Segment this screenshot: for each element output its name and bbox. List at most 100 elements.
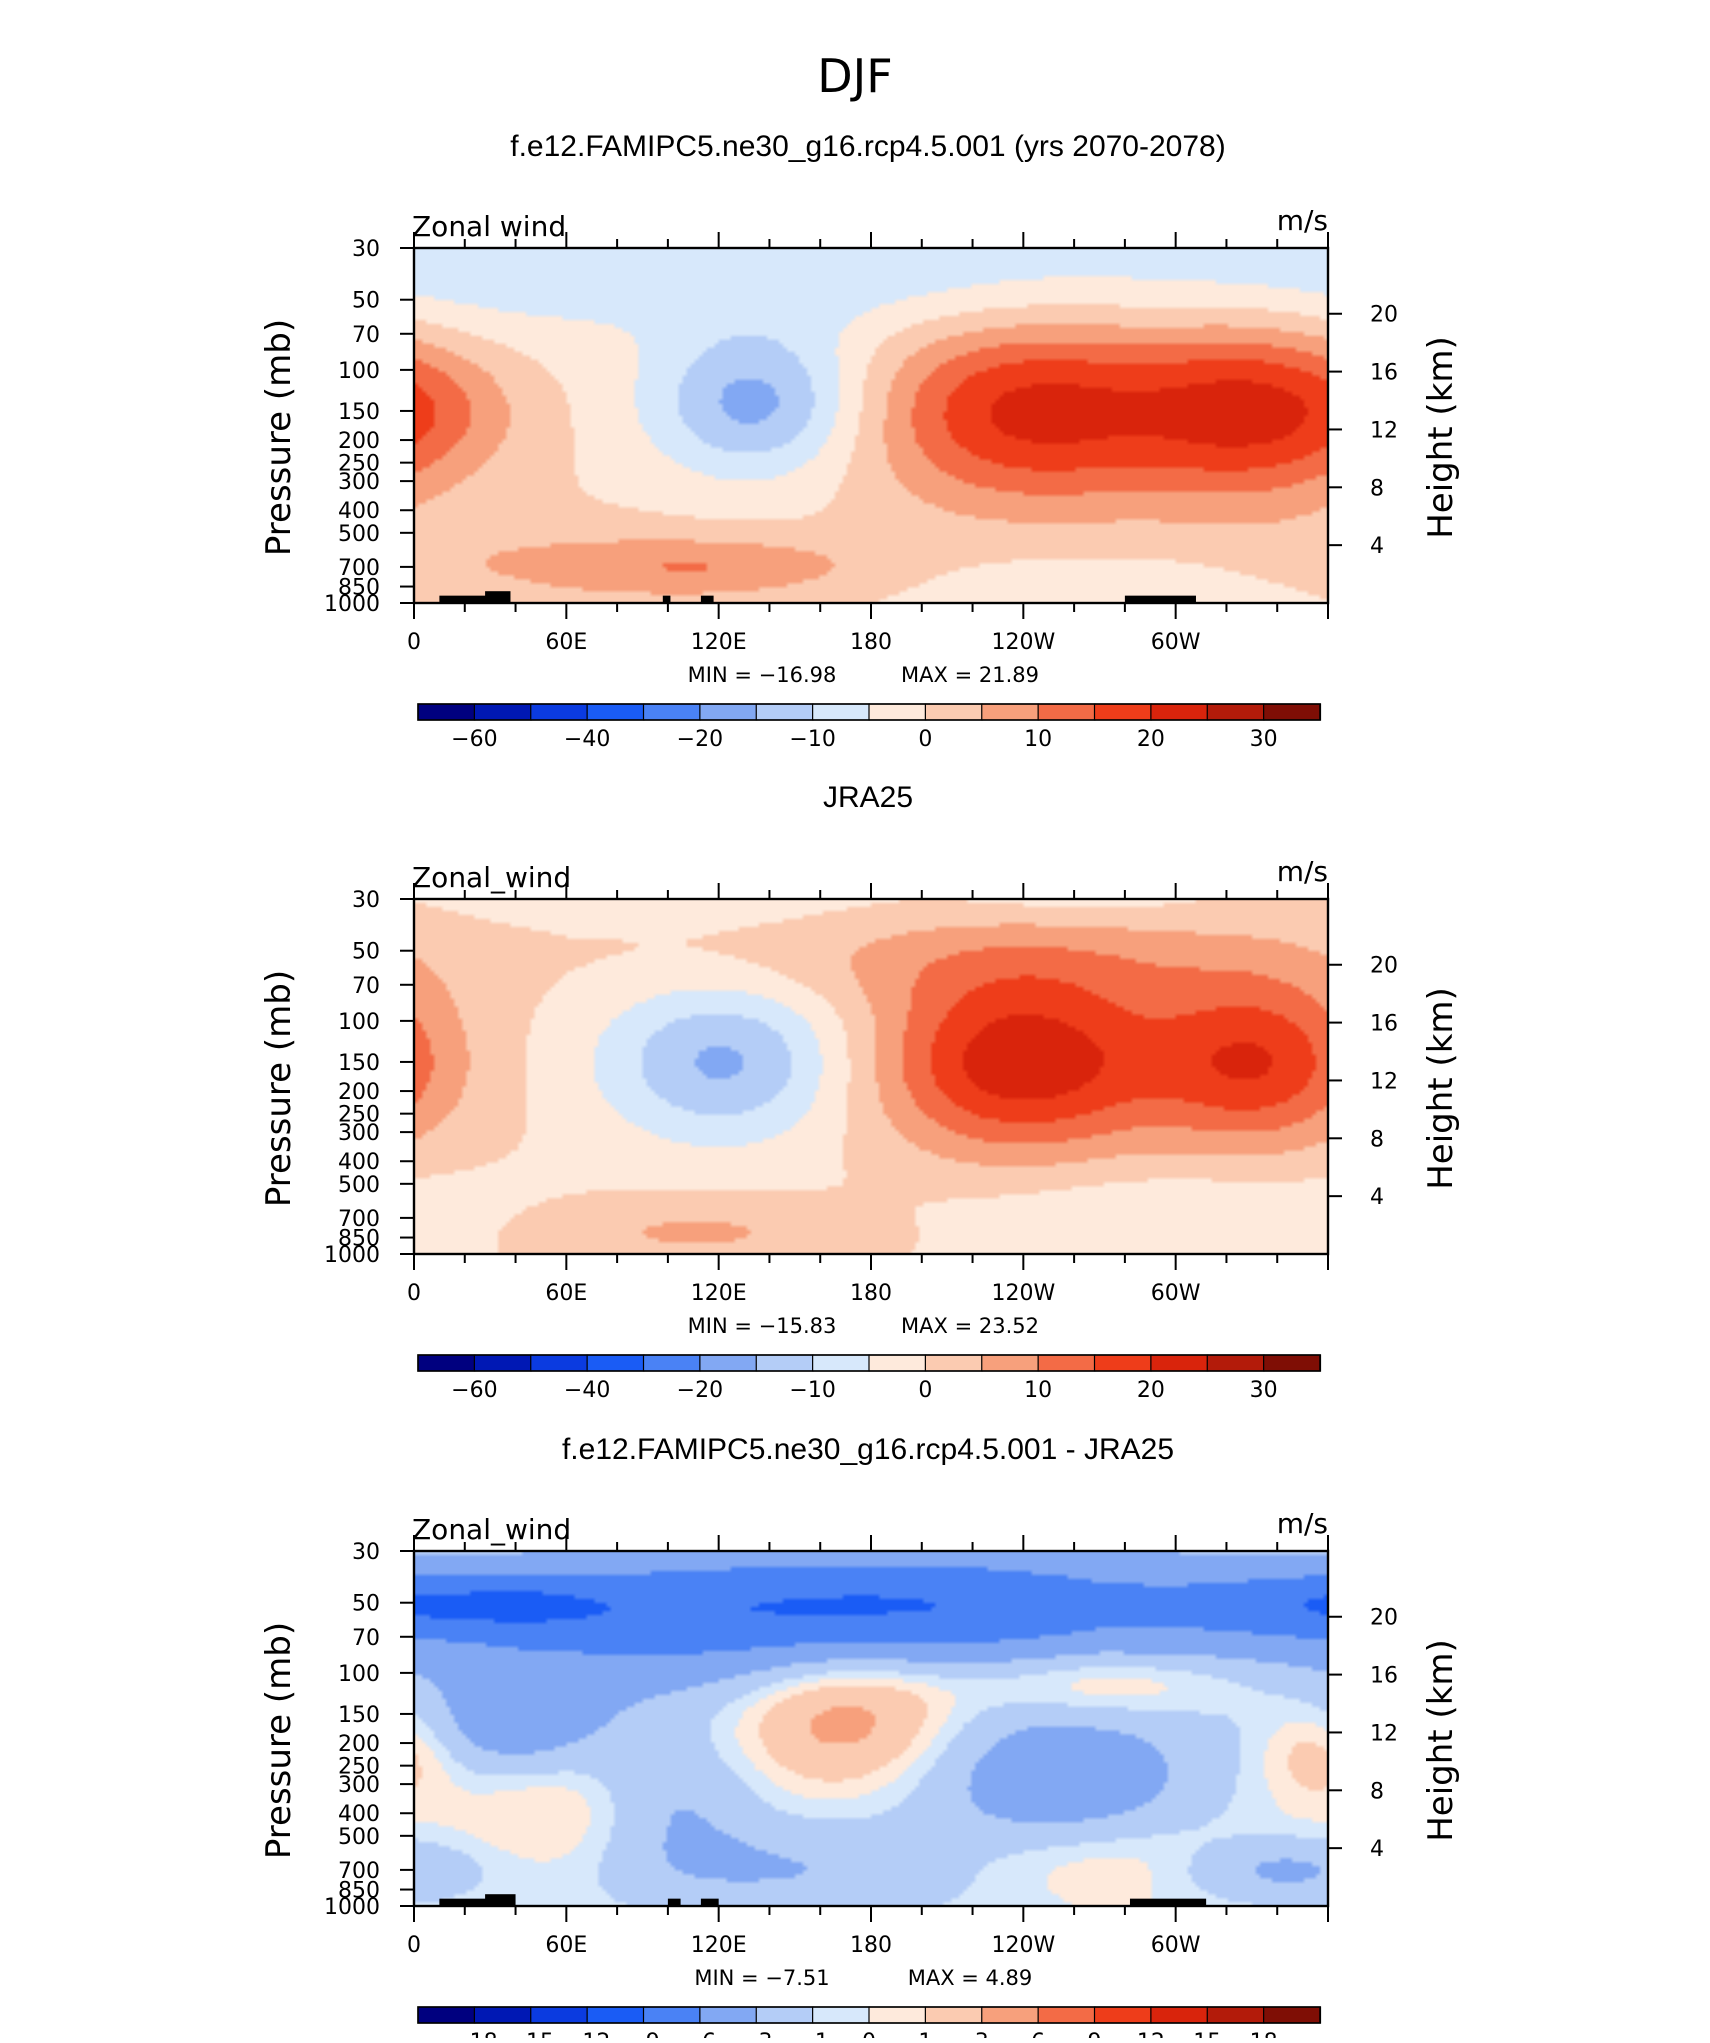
colorbar-swatch bbox=[642, 2006, 701, 2024]
colorbar-swatch bbox=[530, 703, 589, 721]
x-tick-label: 60W bbox=[1151, 630, 1201, 655]
colorbar-label: −6 bbox=[684, 2030, 716, 2038]
x-tick-label: 180 bbox=[850, 1281, 892, 1306]
y-tick-label: 50 bbox=[352, 940, 380, 965]
y2-axis-label: Height (km) bbox=[1421, 336, 1461, 539]
colorbar-label: 20 bbox=[1137, 727, 1165, 752]
y-tick-label: 200 bbox=[338, 1732, 380, 1757]
colorbar-label: −3 bbox=[740, 2030, 772, 2038]
colorbar-label: 9 bbox=[1088, 2030, 1102, 2038]
colorbar-swatch bbox=[417, 2006, 476, 2024]
y-tick-label: 300 bbox=[338, 470, 380, 495]
colorbar-swatch bbox=[642, 1354, 701, 1372]
y2-tick-label: 4 bbox=[1370, 1185, 1384, 1210]
colorbar-swatch bbox=[755, 2006, 814, 2024]
colorbar-label: −15 bbox=[508, 2030, 554, 2038]
variable-label: Zonal_wind bbox=[412, 1513, 571, 1546]
y-tick-label: 70 bbox=[352, 1626, 380, 1651]
y-tick-label: 500 bbox=[338, 522, 380, 547]
y-tick-label: 700 bbox=[338, 556, 380, 581]
panel-3: f.e12.FAMIPC5.ne30_g16.rcp4.5.001 - JRA2… bbox=[259, 1433, 1461, 2043]
colorbar-label: 30 bbox=[1250, 1378, 1278, 1403]
colorbar-swatch bbox=[812, 703, 871, 721]
panel-title: f.e12.FAMIPC5.ne30_g16.rcp4.5.001 - JRA2… bbox=[562, 1433, 1174, 1466]
colorbar-swatch bbox=[699, 703, 758, 721]
y2-tick-label: 12 bbox=[1370, 1069, 1398, 1094]
x-tick-label: 120W bbox=[991, 630, 1055, 655]
x-tick-label: 0 bbox=[407, 630, 421, 655]
y-tick-label: 100 bbox=[338, 1662, 380, 1687]
colorbar-swatch bbox=[530, 2006, 589, 2024]
min-label: MIN = −7.51 bbox=[694, 1966, 829, 1990]
y2-tick-label: 4 bbox=[1370, 534, 1384, 559]
colorbar-frame bbox=[417, 1354, 1321, 1372]
y-tick-label: 30 bbox=[352, 237, 380, 262]
y-tick-label: 250 bbox=[338, 1755, 380, 1780]
colorbar-label: 12 bbox=[1137, 2030, 1165, 2038]
max-label: MAX = 21.89 bbox=[901, 663, 1039, 687]
min-label: MIN = −16.98 bbox=[688, 663, 837, 687]
colorbar-swatch bbox=[699, 2006, 758, 2024]
colorbar-swatch bbox=[1206, 2006, 1265, 2024]
topography-block bbox=[700, 595, 714, 603]
colorbar-label: −40 bbox=[564, 1378, 610, 1403]
y-tick-label: 200 bbox=[338, 1080, 380, 1105]
x-tick-label: 60E bbox=[545, 630, 587, 655]
colorbar-label: 0 bbox=[918, 727, 932, 752]
x-tick-label: 0 bbox=[407, 1933, 421, 1958]
y2-tick-label: 20 bbox=[1370, 1606, 1398, 1631]
y-tick-label: 850 bbox=[338, 1227, 380, 1252]
y-tick-label: 400 bbox=[338, 1802, 380, 1827]
y2-tick-label: 8 bbox=[1370, 1779, 1384, 1804]
y-axis-label: Pressure (mb) bbox=[259, 319, 299, 556]
x-tick-label: 120E bbox=[691, 1933, 747, 1958]
colorbar-swatch bbox=[530, 1354, 589, 1372]
colorbar-swatch bbox=[586, 1354, 645, 1372]
y-tick-label: 150 bbox=[338, 1703, 380, 1728]
topography-block bbox=[662, 595, 671, 603]
y-tick-label: 500 bbox=[338, 1173, 380, 1198]
units-label: m/s bbox=[1277, 855, 1328, 888]
colorbar-label: 0 bbox=[918, 1378, 932, 1403]
colorbar-label: 15 bbox=[1193, 2030, 1221, 2038]
contour-field bbox=[414, 248, 1328, 603]
y2-tick-label: 8 bbox=[1370, 476, 1384, 501]
x-tick-label: 180 bbox=[850, 630, 892, 655]
max-label: MAX = 4.89 bbox=[908, 1966, 1033, 1990]
colorbar-label: 3 bbox=[975, 2030, 989, 2038]
y-tick-label: 850 bbox=[338, 576, 380, 601]
y-tick-label: 500 bbox=[338, 1825, 380, 1850]
units-label: m/s bbox=[1277, 1507, 1328, 1540]
colorbar-swatch bbox=[868, 2006, 927, 2024]
panel-title: f.e12.FAMIPC5.ne30_g16.rcp4.5.001 (yrs 2… bbox=[510, 130, 1225, 163]
y2-tick-label: 20 bbox=[1370, 954, 1398, 979]
y2-tick-label: 8 bbox=[1370, 1127, 1384, 1152]
panel-title: JRA25 bbox=[823, 781, 913, 814]
topography-block bbox=[485, 591, 511, 603]
colorbar-label: −60 bbox=[451, 727, 497, 752]
colorbar-label: 18 bbox=[1250, 2030, 1278, 2038]
units-label: m/s bbox=[1277, 204, 1328, 237]
y2-axis-label: Height (km) bbox=[1421, 1639, 1461, 1842]
colorbar-swatch bbox=[1037, 1354, 1096, 1372]
colorbar-frame bbox=[417, 703, 1321, 721]
y-tick-label: 50 bbox=[352, 1592, 380, 1617]
x-tick-label: 60W bbox=[1151, 1933, 1201, 1958]
colorbar-label: −10 bbox=[789, 727, 835, 752]
colorbar: −18 −15 −12 −9 −6 −3 −1 0 1 3 6 9 12 15 18 bbox=[417, 2006, 1322, 2043]
colorbar-label: −1 bbox=[796, 2030, 828, 2038]
y-tick-label: 1000 bbox=[324, 1243, 380, 1268]
colorbar-swatch bbox=[699, 1354, 758, 1372]
figure-title: DJF bbox=[817, 49, 892, 103]
y-tick-label: 400 bbox=[338, 1150, 380, 1175]
colorbar-swatch bbox=[981, 2006, 1040, 2024]
colorbar-swatch bbox=[1037, 703, 1096, 721]
panel-2: JRA25 Zonal_wind m/s 0 60E 120E 180 120W 60W 30 50… bbox=[259, 781, 1461, 1403]
y-tick-label: 100 bbox=[338, 1010, 380, 1035]
variable-label: Zonal_wind bbox=[412, 861, 571, 894]
colorbar-swatch bbox=[755, 703, 814, 721]
colorbar-swatch bbox=[1263, 2006, 1322, 2024]
y-tick-label: 200 bbox=[338, 429, 380, 454]
